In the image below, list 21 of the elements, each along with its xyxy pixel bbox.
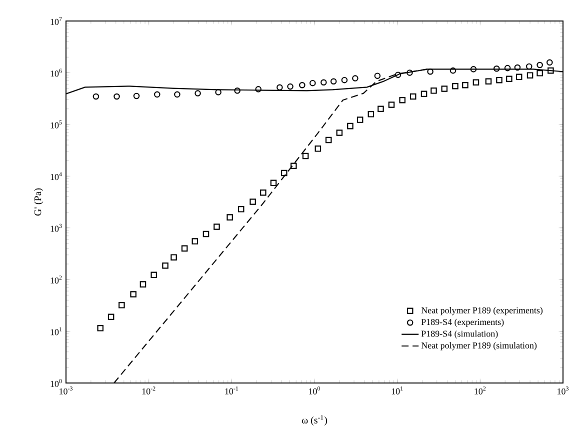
- y-tick-label: 10$^{3}$: [50, 224, 62, 232]
- legend-label: Neat polymer P189 (experiments): [421, 307, 543, 316]
- y-tick-label: 10$^{1}$: [50, 327, 62, 336]
- x-tick-label: 10$^{-1}$: [225, 386, 238, 394]
- legend-label: P189-S4 (simulation): [421, 330, 498, 339]
- y-tick-label: 10$^{4}$: [50, 172, 62, 180]
- x-tick-label: 10$^{-3}$: [60, 386, 72, 394]
- x-tick-label: 10$^{0}$: [309, 386, 320, 394]
- y-tick-label: 10$^{0}$: [50, 379, 62, 387]
- y-tick-label: 10$^{7}$: [50, 17, 62, 25]
- y-tick-label: 10$^{2}$: [50, 276, 62, 284]
- y-tick-label: 10$^{6}$: [50, 68, 62, 77]
- legend-label: P189-S4 (experiments): [421, 318, 504, 327]
- x-tick-label: 10$^{2}$: [474, 386, 486, 394]
- x-axis-title: ω (s$^{-1}$): [302, 415, 327, 426]
- y-axis-title: G' (Pa): [34, 188, 44, 216]
- x-tick-label: 10$^{1}$: [392, 386, 403, 394]
- x-tick-label: 10$^{-2}$: [142, 386, 156, 394]
- x-tick-label: 10$^{3}$: [558, 386, 569, 394]
- legend-label: Neat polymer P189 (simulation): [421, 342, 537, 350]
- y-tick-label: 10$^{5}$: [50, 120, 62, 128]
